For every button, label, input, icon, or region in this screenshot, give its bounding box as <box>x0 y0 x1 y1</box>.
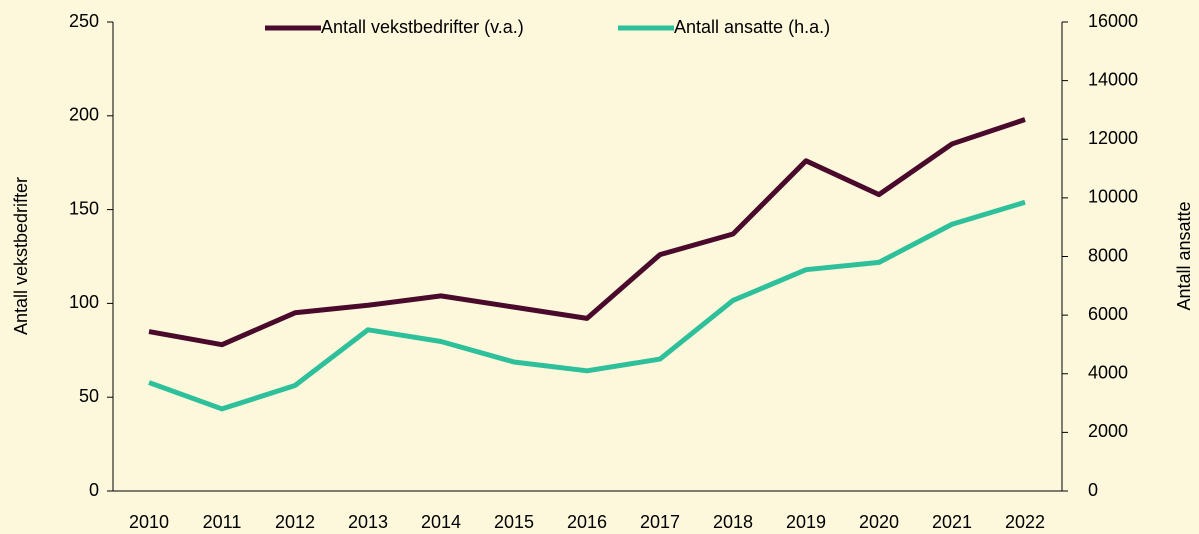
y-tick-label: 250 <box>69 11 99 31</box>
x-tick-label: 2022 <box>1005 512 1045 532</box>
x-tick-label: 2010 <box>129 512 169 532</box>
x-tick-label: 2011 <box>203 512 242 532</box>
x-tick-label: 2012 <box>275 512 315 532</box>
x-tick-label: 2013 <box>348 512 388 532</box>
x-tick-label: 2016 <box>567 512 607 532</box>
x-tick-label: 2015 <box>494 512 534 532</box>
y2-tick-label: 6000 <box>1088 304 1128 324</box>
y2-tick-label: 0 <box>1088 480 1098 500</box>
y2-tick-label: 4000 <box>1088 363 1128 383</box>
y-axis-label: Antall vekstbedrifter <box>11 177 31 335</box>
y2-axis-label: Antall ansatte <box>1174 201 1194 310</box>
y2-tick-label: 10000 <box>1088 187 1138 207</box>
y2-tick-label: 12000 <box>1088 128 1138 148</box>
legend-label: Antall vekstbedrifter (v.a.) <box>321 17 524 37</box>
legend-label: Antall ansatte (h.a.) <box>674 17 830 37</box>
x-tick-label: 2017 <box>640 512 680 532</box>
y2-tick-label: 2000 <box>1088 421 1128 441</box>
x-tick-label: 2021 <box>932 512 972 532</box>
y2-tick-label: 16000 <box>1088 11 1138 31</box>
series-line <box>148 199 1026 412</box>
y-tick-label: 150 <box>69 198 99 218</box>
y2-tick-label: 14000 <box>1088 69 1138 89</box>
y-tick-label: 100 <box>69 292 99 312</box>
y-tick-label: 0 <box>89 480 99 500</box>
x-tick-label: 2018 <box>713 512 753 532</box>
y-tick-label: 50 <box>79 386 99 406</box>
x-tick-label: 2020 <box>859 512 899 532</box>
y2-tick-label: 8000 <box>1088 245 1128 265</box>
x-tick-label: 2019 <box>786 512 826 532</box>
series-line <box>148 117 1026 348</box>
x-tick-label: 2014 <box>421 512 461 532</box>
y-tick-label: 200 <box>69 105 99 125</box>
